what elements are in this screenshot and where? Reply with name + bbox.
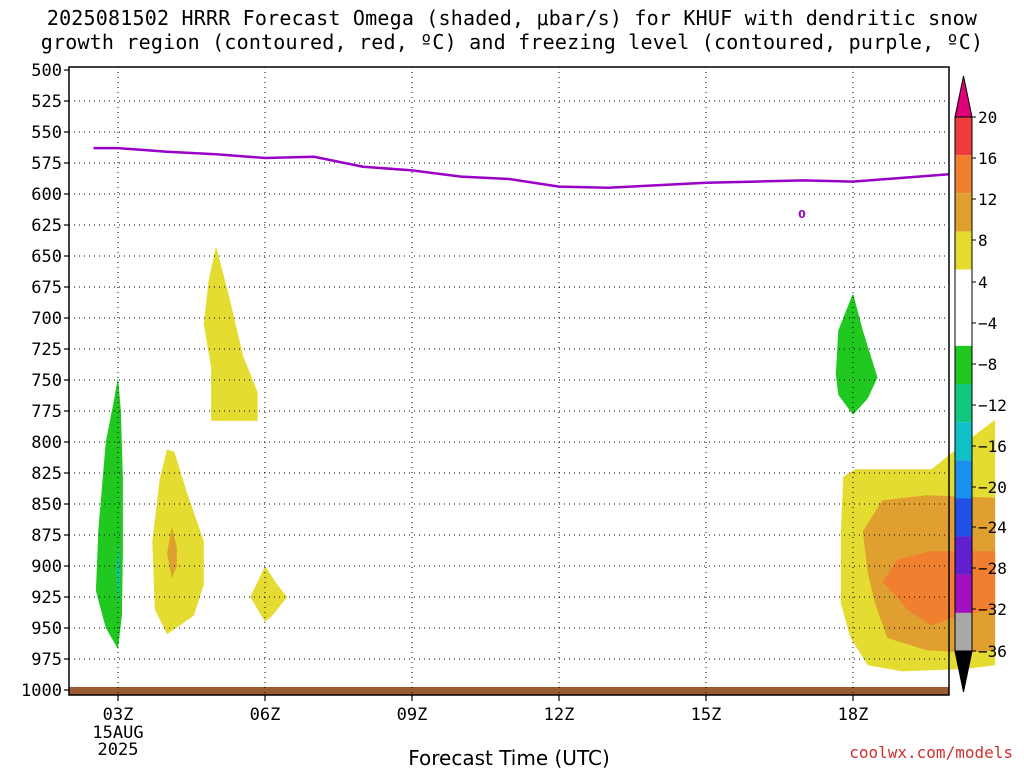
colorbar-segment — [955, 193, 972, 232]
y-tick-label: 550 — [31, 123, 62, 143]
colorbar-label: 8 — [978, 231, 988, 250]
y-tick-label: 800 — [31, 433, 62, 453]
y-tick-label: 600 — [31, 185, 62, 205]
freezing-level-label: 0 — [797, 207, 807, 221]
x-tick-label: 03Z — [103, 705, 134, 725]
colorbar-label: −32 — [978, 600, 1007, 619]
colorbar-segment — [955, 345, 972, 384]
y-axis: 500 525 550 575 600 625 650 675 700 725 750 775 800 8… — [21, 61, 69, 701]
y-tick-label: 625 — [31, 216, 62, 236]
colorbar-bottom-arrow — [954, 650, 973, 693]
x-date-line1: 15AUG — [92, 723, 143, 743]
x-tick-label: 09Z — [397, 705, 428, 725]
colorbar-label: 4 — [978, 273, 988, 292]
colorbar-segment — [955, 231, 972, 270]
colorbar-label: −36 — [978, 642, 1007, 661]
y-tick-label: 500 — [31, 61, 62, 81]
freezing-level-line — [93, 146, 950, 190]
y-tick-label: 650 — [31, 247, 62, 267]
y-tick-label: 825 — [31, 464, 62, 484]
omega-region — [115, 541, 121, 610]
y-tick-label: 750 — [31, 371, 62, 391]
y-tick-label: 850 — [31, 495, 62, 515]
colorbar-label: 20 — [978, 108, 997, 127]
x-axis-title: Forecast Time (UTC) — [408, 746, 610, 768]
ground-strip — [69, 687, 949, 695]
omega-region — [95, 377, 123, 650]
colorbar-label: 12 — [978, 190, 997, 209]
title-line-1: 2025081502 HRRR Forecast Omega (shaded, … — [46, 6, 978, 30]
plot-frame — [68, 66, 950, 696]
colorbar-segment — [955, 612, 972, 651]
y-tick-label: 675 — [31, 278, 62, 298]
colorbar-label: −4 — [978, 314, 997, 333]
colorbar-label: −24 — [978, 518, 1007, 537]
colorbar-segment — [955, 498, 972, 537]
plot-area: 0 — [68, 66, 996, 696]
y-tick-label: 525 — [31, 92, 62, 112]
colorbar-label: −8 — [978, 355, 997, 374]
omega-region — [203, 246, 258, 421]
colorbar-segment — [955, 307, 972, 346]
y-tick-label: 1000 — [21, 681, 62, 701]
colorbar-top-arrow — [954, 75, 973, 118]
y-tick-label: 950 — [31, 619, 62, 639]
y-tick-label: 925 — [31, 588, 62, 608]
x-tick-label: 06Z — [250, 705, 281, 725]
colorbar-segment — [955, 422, 972, 461]
colorbar-label: −12 — [978, 396, 1007, 415]
credit-text: coolwx.com/models — [849, 743, 1013, 762]
chart-title: 2025081502 HRRR Forecast Omega (shaded, … — [0, 6, 1024, 54]
colorbar-segment — [955, 460, 972, 499]
colorbar-segment — [955, 574, 972, 613]
colorbar-segment — [955, 269, 972, 308]
omega-region — [152, 449, 204, 635]
colorbar-segment — [955, 384, 972, 423]
colorbar-label: −28 — [978, 559, 1007, 578]
grid-lines — [69, 67, 949, 695]
y-tick-label: 775 — [31, 402, 62, 422]
x-tick-label: 18Z — [838, 705, 869, 725]
x-axis: 15AUG 2025 03Z 06Z 09Z 12Z 15Z 18Z — [92, 695, 868, 760]
colorbar-label: −16 — [978, 437, 1007, 456]
y-tick-label: 975 — [31, 650, 62, 670]
colorbar-label: −20 — [978, 478, 1007, 497]
title-line-2: growth region (contoured, red, ºC) and f… — [40, 30, 984, 54]
omega-shading — [95, 246, 996, 672]
y-tick-label: 875 — [31, 526, 62, 546]
colorbar: 20 16 12 8 4 −4 −8 −12 −16 −20 −24 −28 −32 −36 — [954, 75, 1007, 693]
y-tick-label: 700 — [31, 309, 62, 329]
x-tick-label: 12Z — [544, 705, 575, 725]
y-tick-label: 725 — [31, 340, 62, 360]
colorbar-label: 16 — [978, 149, 997, 168]
colorbar-segment — [955, 155, 972, 194]
omega-region — [167, 526, 177, 579]
y-tick-label: 900 — [31, 557, 62, 577]
omega-region — [250, 566, 288, 622]
omega-region — [835, 293, 878, 415]
x-date-line2: 2025 — [98, 740, 139, 760]
y-tick-label: 575 — [31, 154, 62, 174]
x-tick-label: 15Z — [691, 705, 722, 725]
colorbar-segment — [955, 536, 972, 575]
freezing-level-value: 0 — [798, 208, 806, 221]
colorbar-segment — [955, 117, 972, 156]
